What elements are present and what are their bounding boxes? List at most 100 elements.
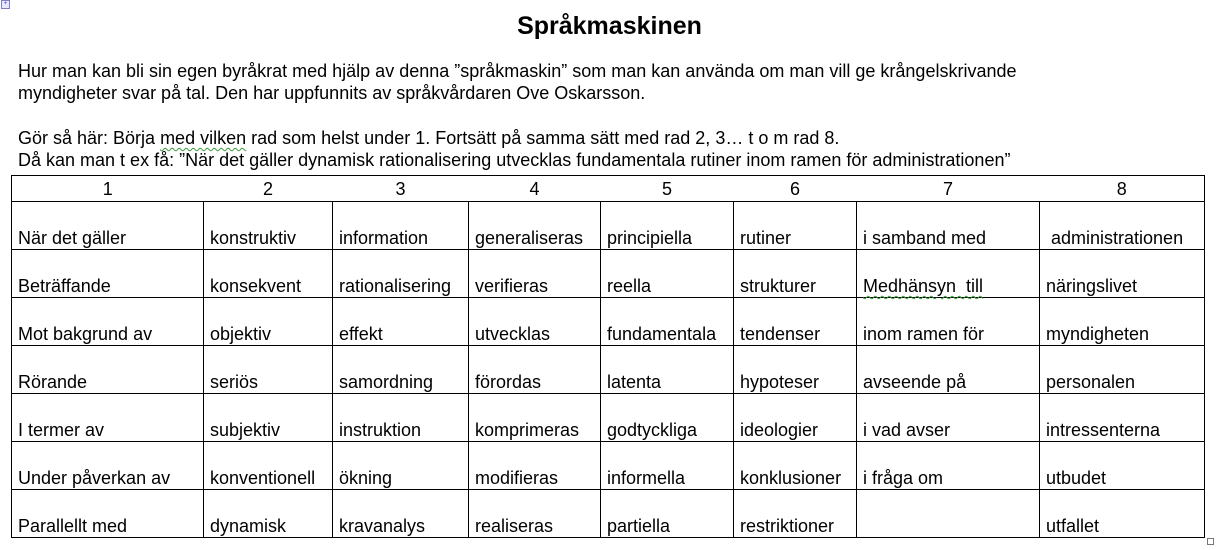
table-cell: samordning xyxy=(332,345,469,394)
table-cell: reella xyxy=(600,249,734,298)
intro-line-2: myndigheter svar på tal. Den har uppfunn… xyxy=(18,83,646,103)
cell-text: Beträffande xyxy=(18,276,111,296)
table-cell: konstruktiv xyxy=(203,201,333,250)
cell-text: godtyckliga xyxy=(607,420,698,440)
table-cell: ökning xyxy=(332,441,469,490)
cell-text: generaliseras xyxy=(475,228,584,248)
table-cell: ideologier xyxy=(733,393,857,442)
table-cell: dynamisk xyxy=(203,489,333,538)
page-title: Språkmaskinen xyxy=(517,12,702,40)
table-cell: principiella xyxy=(600,201,734,250)
table-anchor-icon[interactable]: + xyxy=(1,0,10,9)
cell-text: i fråga om xyxy=(863,468,944,488)
cell-text: konstruktiv xyxy=(210,228,297,248)
cell-text: myndigheten xyxy=(1046,324,1150,344)
table-cell: i vad avser xyxy=(856,393,1040,442)
column-header: 3 xyxy=(332,175,469,202)
cell-text: Under påverkan av xyxy=(18,468,171,488)
column-header: 5 xyxy=(600,175,734,202)
table-cell: kravanalys xyxy=(332,489,469,538)
table-cell: I termer av xyxy=(11,393,204,442)
cell-text: verifieras xyxy=(475,276,549,296)
table-cell: näringslivet xyxy=(1039,249,1205,298)
table-cell: objektiv xyxy=(203,297,333,346)
table-cell: hypoteser xyxy=(733,345,857,394)
table-cell: generaliseras xyxy=(468,201,601,250)
table-cell: förordas xyxy=(468,345,601,394)
grammar-flag[interactable]: med vilken xyxy=(160,128,247,148)
cell-text: realiseras xyxy=(475,516,554,536)
cell-text: utfallet xyxy=(1046,516,1100,536)
table-cell: utvecklas xyxy=(468,297,601,346)
cell-text: informella xyxy=(607,468,686,488)
table-row: Under påverkan av konventionell ökning modi… xyxy=(11,441,1205,490)
table-cell: seriös xyxy=(203,345,333,394)
table-cell: informella xyxy=(600,441,734,490)
table-cell: verifieras xyxy=(468,249,601,298)
table-cell: strukturer xyxy=(733,249,857,298)
cell-text: förordas xyxy=(475,372,542,392)
cell-text: inom ramen för xyxy=(863,324,985,344)
table-row: I termer av subjektiv instruktion komprimer… xyxy=(11,393,1205,442)
table-cell: intressenterna xyxy=(1039,393,1205,442)
table-cell xyxy=(856,489,1040,538)
instructions-text: Gör så här: Börja xyxy=(18,128,161,148)
table-cell: godtyckliga xyxy=(600,393,734,442)
cell-text: modifieras xyxy=(475,468,559,488)
cell-text: information xyxy=(339,228,429,248)
table-row: Beträffande konsekvent rationalisering veri… xyxy=(11,249,1205,298)
cell-text: administrationen xyxy=(1046,228,1184,248)
table-cell: rationalisering xyxy=(332,249,469,298)
intro-line-1: Hur man kan bli sin egen byråkrat med hj… xyxy=(18,61,1017,81)
table-cell: Under påverkan av xyxy=(11,441,204,490)
cell-text: dynamisk xyxy=(210,516,287,536)
table-cell: Parallellt med xyxy=(11,489,204,538)
cell-text: instruktion xyxy=(339,420,422,440)
table-cell: utfallet xyxy=(1039,489,1205,538)
column-header: 4 xyxy=(468,175,601,202)
cell-text: principiella xyxy=(607,228,693,248)
cell-text: kravanalys xyxy=(339,516,426,536)
table-cell: instruktion xyxy=(332,393,469,442)
cell-text: personalen xyxy=(1046,372,1136,392)
table-cell: administrationen xyxy=(1039,201,1205,250)
cell-text: avseende på xyxy=(863,372,967,392)
cell-text: rationalisering xyxy=(339,276,452,296)
cell-text: Medhänsyn till xyxy=(863,276,984,296)
table-cell: Mot bakgrund av xyxy=(11,297,204,346)
cell-text: När det gäller xyxy=(18,228,127,248)
cell-text: I termer av xyxy=(18,420,105,440)
table-cell: utbudet xyxy=(1039,441,1205,490)
cell-text: intressenterna xyxy=(1046,420,1161,440)
cell-text: i vad avser xyxy=(863,420,951,440)
cell-text: Rörande xyxy=(18,372,88,392)
cell-text: reella xyxy=(607,276,652,296)
language-machine-table: 1 2 3 4 5 6 7 8 När det gäller konstruktiv informa… xyxy=(11,175,1205,538)
cell-text: rutiner xyxy=(740,228,792,248)
cell-text: konventionell xyxy=(210,468,316,488)
table-cell: inom ramen för xyxy=(856,297,1040,346)
cell-text: i samband med xyxy=(863,228,987,248)
table-cell: myndigheten xyxy=(1039,297,1205,346)
table-cell: Beträffande xyxy=(11,249,204,298)
table-cell: Medhänsyn till xyxy=(856,249,1040,298)
column-header: 8 xyxy=(1039,175,1205,202)
cell-text: ideologier xyxy=(740,420,819,440)
table-cell: konventionell xyxy=(203,441,333,490)
table-cell: När det gäller xyxy=(11,201,204,250)
table-cell: modifieras xyxy=(468,441,601,490)
table-cell: latenta xyxy=(600,345,734,394)
instructions-line-1: Gör så här: Börja med vilken rad som hel… xyxy=(18,127,839,149)
table-row: Parallellt med dynamisk kravanalys realiser… xyxy=(11,489,1205,538)
cell-text: Mot bakgrund av xyxy=(18,324,153,344)
table-row: Mot bakgrund av objektiv effekt utvecklas fu… xyxy=(11,297,1205,346)
cell-text: komprimeras xyxy=(475,420,580,440)
table-resize-handle[interactable] xyxy=(1207,538,1214,545)
cell-text: effekt xyxy=(339,324,383,344)
table-cell: Rörande xyxy=(11,345,204,394)
cell-text: Parallellt med xyxy=(18,516,128,536)
table-cell: i samband med xyxy=(856,201,1040,250)
cell-text: samordning xyxy=(339,372,434,392)
table-cell: subjektiv xyxy=(203,393,333,442)
table-cell: konklusioner xyxy=(733,441,857,490)
